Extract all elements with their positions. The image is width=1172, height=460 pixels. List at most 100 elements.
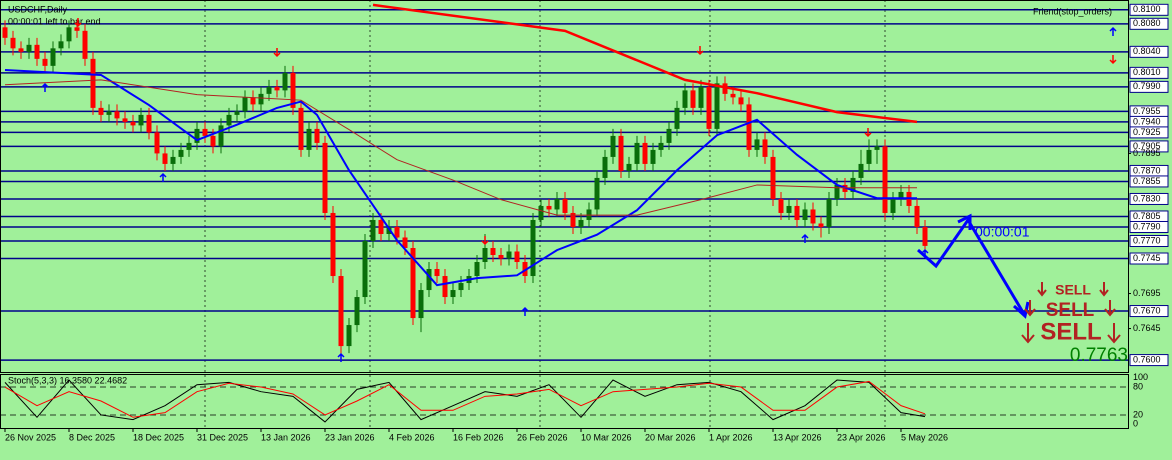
- candle-body: [658, 142, 664, 150]
- candle-body: [434, 269, 440, 277]
- candle-body: [722, 83, 728, 94]
- candle-body: [602, 156, 608, 178]
- candle-body: [418, 290, 424, 319]
- candle-body: [266, 86, 272, 94]
- candle-body: [314, 128, 320, 143]
- level-box: [1129, 126, 1169, 139]
- candle-body: [234, 111, 240, 115]
- x-tick-label: 26 Feb 2026: [517, 432, 568, 442]
- stoch-line: [4, 380, 926, 418]
- level-box: [1129, 45, 1169, 58]
- candle-body: [618, 135, 624, 171]
- candle-body: [490, 248, 496, 256]
- signal-arrows: [1021, 282, 1121, 344]
- candle-body: [570, 212, 576, 227]
- candle-body: [474, 262, 480, 277]
- candle-body: [682, 90, 688, 108]
- candle-body: [354, 297, 360, 326]
- candle-body: [338, 276, 344, 347]
- stoch-label: Stoch(5,3,3) 16.3580 22.4682: [8, 375, 127, 385]
- last-price: 0.7763: [1070, 345, 1128, 366]
- candle-body: [762, 139, 768, 157]
- candle-body: [178, 149, 184, 157]
- projection-path: [917, 217, 1026, 315]
- candle-body: [330, 212, 336, 277]
- candle-body: [538, 205, 544, 220]
- candle-body: [18, 48, 24, 52]
- y-tick-label: 0.7600: [1133, 354, 1161, 364]
- candle-body: [706, 86, 712, 129]
- candle-body: [666, 128, 672, 143]
- candle-body: [282, 72, 288, 91]
- chart-title: USDCHF,Daily: [8, 4, 68, 14]
- candle-body: [242, 97, 248, 112]
- projection-arrowhead: [957, 213, 972, 230]
- candle-body: [506, 251, 512, 259]
- candle-body: [514, 251, 520, 263]
- candle-body: [674, 107, 680, 129]
- candle-body: [530, 219, 536, 277]
- candle-body: [690, 90, 696, 108]
- y-tick-label: 0.7805: [1133, 211, 1161, 221]
- level-box: [1129, 234, 1169, 247]
- x-tick-label: 20 Mar 2026: [645, 432, 696, 442]
- candle-body: [10, 37, 16, 49]
- candle-body: [194, 128, 200, 143]
- x-tick-label: 13 Jan 2026: [261, 432, 311, 442]
- candle-body: [650, 149, 656, 164]
- projection: [917, 213, 1030, 319]
- candle-body: [306, 128, 312, 150]
- y-tick-label: 0.7925: [1133, 127, 1161, 137]
- separators: [204, 0, 886, 428]
- candle-body: [106, 111, 112, 115]
- candle-body: [874, 146, 880, 150]
- x-tick-label: 8 Dec 2025: [69, 432, 115, 442]
- fractal-arrows: [41, 18, 1117, 362]
- candle-body: [250, 97, 256, 105]
- y-tick-label: 0.7870: [1133, 165, 1161, 175]
- candle-body: [218, 125, 224, 147]
- level-box: [1129, 140, 1169, 153]
- stoch-tick-label: 20: [1133, 409, 1143, 419]
- candle-body: [738, 97, 744, 105]
- candle-body: [74, 27, 80, 31]
- level-box: [1129, 220, 1169, 233]
- candle-body: [186, 142, 192, 150]
- stoch-tick-label: 100: [1133, 372, 1148, 382]
- y-tick-label: 0.7830: [1133, 193, 1161, 203]
- level-box: [1129, 66, 1169, 79]
- candle-body: [130, 121, 136, 126]
- y-tick-label: 0.7745: [1133, 253, 1161, 263]
- plot: [0, 3, 1128, 423]
- candle-body: [82, 30, 88, 59]
- candle-body: [402, 237, 408, 248]
- candle-body: [546, 205, 552, 210]
- candle-body: [290, 72, 296, 108]
- y-tick-label: 0.7955: [1133, 106, 1161, 116]
- candle-body: [770, 156, 776, 199]
- candle-body: [642, 142, 648, 164]
- y-tick-label: 0.7790: [1133, 221, 1161, 231]
- y-tick-label: 0.8080: [1133, 18, 1161, 28]
- y-tick-label: 0.8040: [1133, 46, 1161, 56]
- y-tick-label: 0.8010: [1133, 67, 1161, 77]
- price-frame: [0, 0, 1129, 373]
- candle-body: [362, 240, 368, 298]
- candle-body: [298, 107, 304, 150]
- candle-body: [98, 107, 104, 115]
- level-box: [1129, 192, 1169, 205]
- candle-body: [802, 209, 808, 220]
- candle-body: [610, 135, 616, 157]
- up-arrow: [41, 26, 1117, 362]
- x-tick-label: 31 Dec 2025: [197, 432, 248, 442]
- projection-arrowhead: [1012, 301, 1030, 319]
- x-tick-label: 23 Apr 2026: [837, 432, 886, 442]
- candle-body: [498, 255, 504, 259]
- y-tick-label: 0.7695: [1133, 288, 1161, 298]
- candle-body: [882, 146, 888, 213]
- candle-body: [154, 132, 160, 154]
- candle-body: [378, 219, 384, 234]
- sell-signal: SELL: [1040, 318, 1101, 345]
- candle-body: [522, 262, 528, 277]
